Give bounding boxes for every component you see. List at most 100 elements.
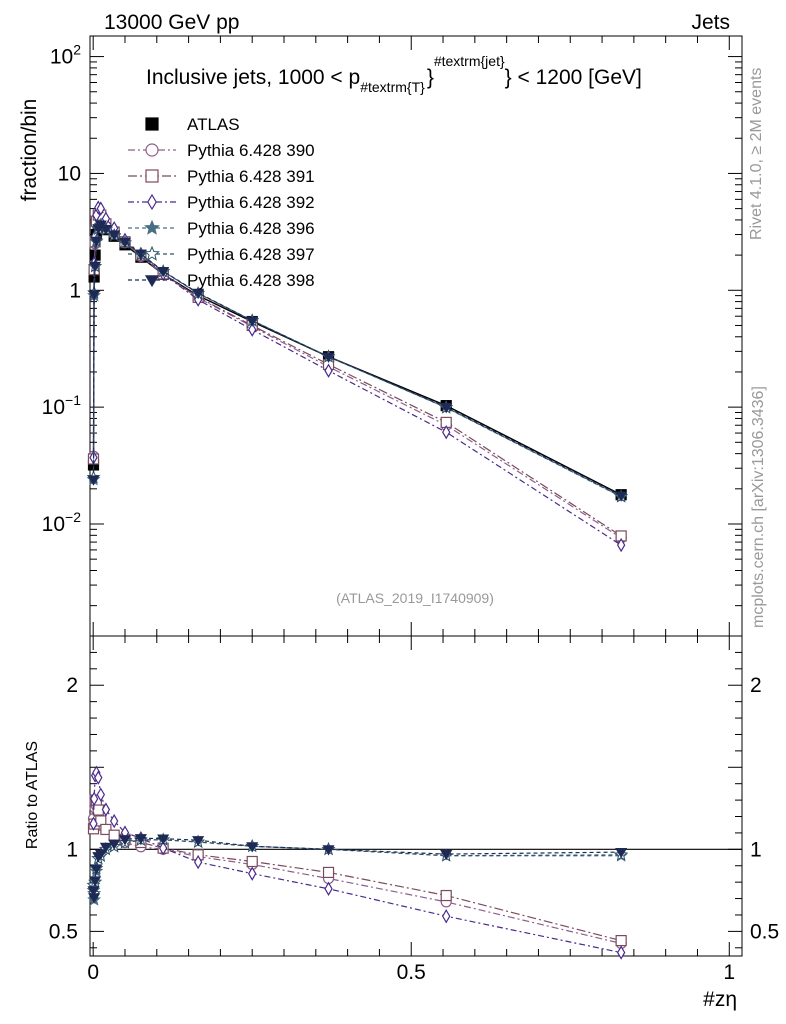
side-rivet-label: Rivet 4.1.0, ≥ 2M events [748,68,765,240]
ratio-point-pythia-6-428-398 [108,839,121,850]
ratio-point-pythia-6-428-392 [158,840,168,856]
ratio-line-pythia-6-428-397 [92,839,622,894]
header-observable: Jets [691,11,730,34]
ratio-point-pythia-6-428-398 [118,835,132,846]
ratio-tick-label: 0.5 [49,920,78,943]
series-line-pythia-6-428-397 [92,224,622,498]
legend-marker-pythia-6-428-390 [145,143,159,157]
series-line-pythia-6-428-390 [92,214,622,539]
ratio-tick-label: 1 [66,838,78,861]
ratio-panel: 0.5 0.5 1 1 2 2 0 0.5 1 [49,635,779,984]
y-tick-label: 10 [58,162,81,185]
ratio-tick-label-right: 0.5 [750,920,779,943]
ratio-point-pythia-6-428-398 [157,834,170,845]
legend: ATLAS Pythia 6.428 390 Pythia 6.428 391 Pyt… [128,115,315,290]
data-point-pythia-6-428-392 [616,537,626,553]
data-point-pythia-6-428-398 [440,403,453,414]
ratio-line-pythia-6-428-398 [92,837,622,898]
header-process: 13000 GeV pp [104,11,239,34]
ratio-point-pythia-6-428-392 [324,881,333,897]
ratio-line-pythia-6-428-390 [92,804,622,944]
ratio-y-axis-label: Ratio to ATLAS [24,741,41,849]
ratio-point-pythia-6-428-398 [88,893,101,904]
data-point-pythia-6-428-398 [246,316,259,327]
chart-title-main: Inclusive jets, 1000 < p [146,66,360,89]
y-axis-label: fraction/bin [18,99,41,202]
chart-title-sup: #textrm{jet} [434,53,505,69]
data-point-pythia-6-428-398 [322,352,335,363]
ratio-point-pythia-6-428-391 [246,855,258,868]
side-mcplots-label: mcplots.cern.ch [arXiv:1306.3436] [750,386,767,628]
main-panel: 10−2 10−1 1 10 102 [42,35,743,637]
ratio-point-pythia-6-428-398 [246,842,259,853]
series-line-pythia-6-428-392 [92,206,622,546]
data-point-pythia-6-428-398 [88,290,101,301]
data-point-pythia-6-428-398 [90,236,103,248]
ratio-point-pythia-6-428-398 [615,847,628,859]
data-point-pythia-6-428-398 [87,475,100,486]
ratio-point-pythia-6-428-391 [108,829,120,841]
x-tick-label: 1 [723,961,735,984]
ratio-point-pythia-6-428-392 [193,854,203,870]
ratio-point-pythia-6-428-391 [92,804,104,816]
data-point-pythia-6-428-392 [96,201,106,216]
data-point-pythia-6-428-398 [108,230,121,241]
ratio-tick-label-right: 1 [750,838,762,861]
data-point-pythia-6-428-398 [192,288,205,300]
data-point-pythia-6-428-398 [99,224,112,236]
ratio-point-pythia-6-428-392 [101,802,111,817]
data-point-pythia-6-428-392 [442,425,451,440]
legend-marker-pythia-6-428-396 [144,219,160,235]
legend-label-pythia-6-428-391: Pythia 6.428 391 [187,167,315,186]
ratio-point-pythia-6-428-391 [322,866,335,879]
series-line-atlas [92,222,622,496]
ratio-point-pythia-6-428-392 [96,787,106,802]
ratio-point-pythia-6-428-398 [89,876,102,887]
ratio-tick-label: 2 [66,674,78,697]
data-point-pythia-6-428-398 [118,237,132,248]
legend-label-pythia-6-428-392: Pythia 6.428 392 [187,193,315,212]
ratio-point-pythia-6-428-398 [90,864,103,875]
legend-label-pythia-6-428-398: Pythia 6.428 398 [187,271,315,290]
ratio-point-pythia-6-428-392 [442,909,451,924]
ratio-point-pythia-6-428-398 [134,834,147,845]
ratio-point-pythia-6-428-398 [94,849,107,860]
chart-title-tail: } < 1200 [GeV] [505,66,642,89]
ratio-point-pythia-6-428-391 [100,823,112,836]
y-tick-label: 10−2 [42,509,82,536]
series-line-pythia-6-428-391 [92,214,622,537]
ratio-point-pythia-6-428-392 [109,813,119,829]
legend-label-pythia-6-428-390: Pythia 6.428 390 [187,141,315,160]
legend-marker-pythia-6-428-397 [144,245,160,261]
x-tick-label: 0.5 [397,961,426,984]
ratio-line-pythia-6-428-392 [92,771,622,954]
legend-marker-pythia-6-428-391 [145,169,159,183]
data-point-pythia-6-428-398 [89,261,102,272]
ratio-tick-label-right: 2 [750,674,762,697]
analysis-watermark: (ATLAS_2019_I1740909) [336,590,494,606]
data-point-pythia-6-428-392 [248,322,257,337]
ratio-line-pythia-6-428-391 [92,799,622,942]
legend-marker-pythia-6-428-398 [144,275,160,288]
ratio-point-pythia-6-428-392 [616,945,626,960]
legend-label-atlas: ATLAS [187,115,240,134]
x-axis-label: #zη [703,988,737,1011]
ratio-point-pythia-6-428-391 [615,935,627,947]
chart-title-sub: #textrm{T} [360,79,425,95]
ratio-point-pythia-6-428-398 [322,845,335,856]
x-tick-label: 0 [87,961,99,984]
legend-label-pythia-6-428-396: Pythia 6.428 396 [187,219,315,238]
data-point-pythia-6-428-398 [615,491,628,502]
ratio-point-pythia-6-428-398 [192,836,205,847]
legend-label-pythia-6-428-397: Pythia 6.428 397 [187,245,315,264]
data-point-pythia-6-428-398 [157,266,170,278]
series-line-pythia-6-428-398 [92,223,622,497]
chart-title: Inclusive jets, 1000 < p#textrm{T}}#text… [146,53,642,95]
ratio-frame [89,635,743,957]
ratio-point-pythia-6-428-398 [87,886,100,897]
ratio-point-pythia-6-428-391 [440,889,452,902]
legend-marker-pythia-6-428-392 [147,193,157,211]
ratio-point-pythia-6-428-392 [248,866,257,881]
y-tick-label: 102 [50,42,81,69]
